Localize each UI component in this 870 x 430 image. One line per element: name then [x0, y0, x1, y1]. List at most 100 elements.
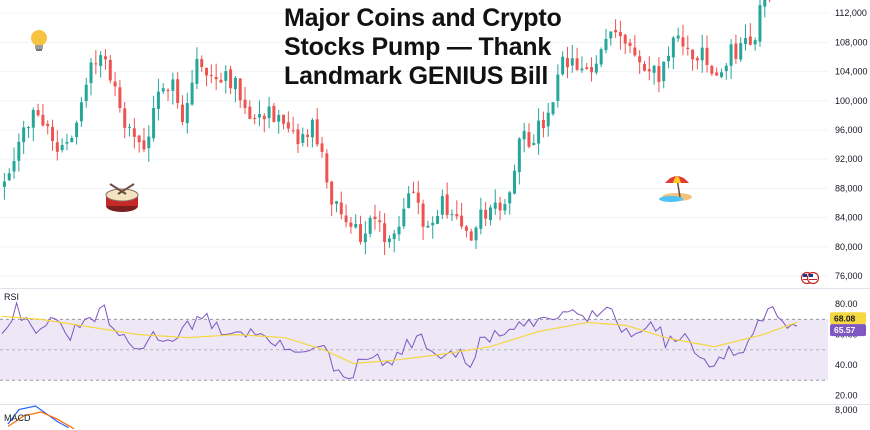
candle-body: [469, 231, 473, 241]
rsi-series: [1, 300, 798, 380]
candle-body: [488, 207, 492, 221]
candle-body: [229, 69, 233, 89]
candle-body: [705, 47, 709, 65]
candle-body: [681, 37, 685, 47]
us-flag-icons: [800, 271, 820, 285]
candle-body: [541, 119, 545, 129]
candle-body: [296, 129, 300, 145]
candle-body: [46, 123, 50, 127]
candle-body: [344, 215, 348, 223]
candle-body: [94, 63, 98, 65]
candle-body: [484, 209, 488, 219]
panel-labels: RSI MACD: [4, 292, 31, 423]
price-tick-label: 76,000: [835, 271, 863, 281]
candle-body: [354, 223, 358, 228]
candle-body: [647, 69, 651, 72]
candle-body: [402, 208, 406, 227]
candle-body: [479, 209, 483, 229]
candle-body: [282, 114, 286, 124]
candle-body: [248, 106, 252, 119]
candle-body: [103, 56, 107, 60]
drum-stick: [109, 183, 127, 195]
candle-body: [12, 160, 16, 172]
candle-body: [604, 38, 608, 51]
candle-body: [445, 194, 449, 216]
candle-body: [132, 128, 136, 137]
beach-water: [659, 196, 683, 202]
rsi-tick-label: 20.00: [835, 390, 858, 400]
candle-body: [590, 67, 594, 73]
candle-body: [407, 193, 411, 208]
macd-series: [7, 405, 75, 430]
candle-body: [17, 141, 21, 161]
candle-body: [330, 181, 334, 205]
price-axis[interactable]: 76,000 80,000 84,000 88,000 92,000 96,000 100,…: [830, 8, 868, 415]
candle-body: [421, 203, 425, 227]
candle-body: [642, 64, 646, 71]
candle-body: [161, 88, 165, 92]
candle-body: [7, 173, 11, 181]
headline-line-3: Landmark GENIUS Bill: [284, 62, 549, 90]
candle-body: [758, 5, 762, 42]
candle-body: [123, 108, 127, 128]
candle-body: [695, 57, 699, 61]
candle-body: [715, 72, 719, 76]
candle-body: [36, 110, 40, 116]
candle-body: [99, 55, 103, 66]
candle-body: [700, 47, 704, 61]
candle-body: [142, 140, 146, 150]
candle-body: [431, 222, 435, 226]
candle-body: [166, 90, 170, 92]
candle-body: [719, 72, 723, 77]
candle-body: [185, 103, 189, 124]
candle-body: [200, 59, 204, 68]
candle-body: [551, 102, 555, 115]
candle-body: [373, 216, 377, 220]
candle-body: [561, 56, 565, 75]
candle-body: [156, 91, 160, 109]
candle-body: [272, 105, 276, 122]
candle-body: [152, 108, 156, 139]
candle-body: [676, 35, 680, 39]
candle-body: [575, 58, 579, 70]
macd-signal-line: [7, 411, 75, 430]
candle-body: [128, 126, 132, 128]
candle-body: [594, 63, 598, 73]
candle-body: [70, 137, 74, 143]
candle-body: [460, 215, 464, 227]
candle-body: [739, 43, 743, 60]
candle-body: [652, 65, 656, 73]
umbrella-stripe: [673, 176, 681, 183]
candle-body: [378, 220, 382, 223]
candle-body: [325, 153, 329, 183]
candle-body: [753, 40, 757, 45]
candle-body: [190, 82, 194, 105]
price-tick-label: 84,000: [835, 213, 863, 223]
headline: Major Coins and Crypto Stocks Pump — Tha…: [284, 4, 562, 91]
beach-umbrella-icon: [659, 176, 692, 202]
candle-body: [118, 87, 122, 108]
candle-body: [137, 135, 141, 143]
rsi-moving-average-line: [1, 315, 798, 365]
candle-body: [436, 216, 440, 224]
candle-body: [108, 59, 112, 81]
candle-body: [233, 77, 237, 90]
candle-body: [609, 31, 613, 39]
candle-body: [31, 109, 35, 128]
drum-stick: [117, 183, 135, 195]
candle-body: [508, 192, 512, 204]
lightbulb-icon: [31, 30, 47, 51]
drum-icon: [105, 183, 139, 212]
rsi-panel-background: [0, 288, 870, 405]
candle-body: [686, 47, 690, 50]
candle-body: [464, 226, 468, 231]
candle-body: [267, 106, 271, 119]
candle-body: [527, 132, 531, 147]
price-tick-label: 104,000: [835, 67, 868, 77]
candle-body: [522, 130, 526, 140]
candle-body: [426, 225, 430, 228]
candle-body: [195, 58, 199, 84]
candle-body: [26, 127, 30, 129]
candle-body: [75, 122, 79, 138]
candle-body: [537, 120, 541, 144]
